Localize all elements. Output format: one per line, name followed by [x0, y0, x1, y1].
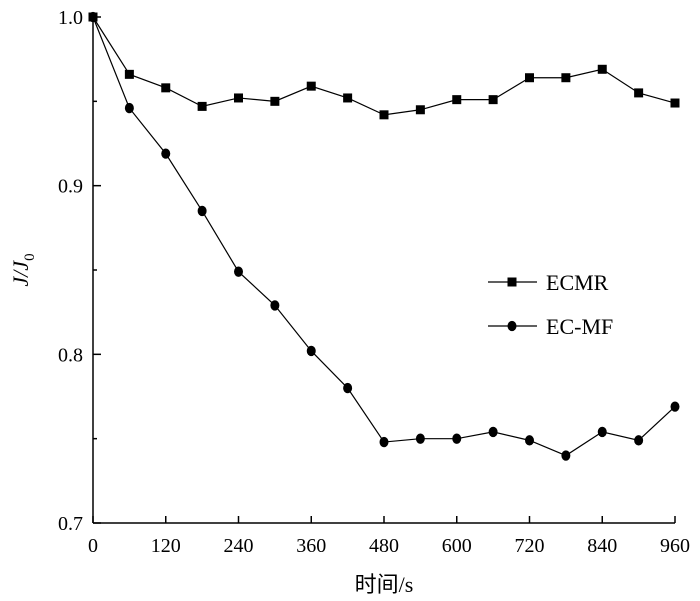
y-axis-title-main: J/J [8, 260, 33, 287]
x-tick-label: 0 [88, 535, 98, 557]
y-tick-label: 1.0 [58, 7, 83, 29]
square-marker [270, 96, 280, 106]
square-marker [525, 73, 534, 83]
circle-marker [88, 11, 98, 23]
x-tick-label: 240 [224, 535, 254, 557]
circle-marker [197, 205, 207, 217]
legend-label: EC-MF [546, 314, 613, 339]
series-ecmr [88, 12, 680, 120]
square-marker [670, 98, 680, 108]
legend-entry-ec-mf: EC-MF [488, 314, 613, 339]
circle-marker [234, 266, 243, 277]
y-axis-title-subscript: 0 [22, 253, 38, 261]
circle-marker [488, 426, 498, 438]
y-tick-label: 0.8 [58, 344, 83, 366]
x-ticks: 0 120 240 360 480 600 720 840 960 [88, 516, 690, 557]
x-tick-label: 360 [296, 535, 326, 557]
y-tick-label: 0.9 [58, 176, 83, 198]
x-tick-label: 600 [442, 535, 472, 557]
x-tick-label: 480 [369, 535, 399, 557]
series-ec-mf [88, 11, 680, 461]
square-marker [561, 73, 571, 83]
x-tick-label: 720 [515, 535, 545, 557]
square-marker [452, 95, 462, 105]
circle-marker [379, 436, 389, 448]
circle-marker [415, 433, 425, 444]
circle-marker [597, 426, 607, 438]
x-tick-label: 960 [660, 535, 690, 557]
circle-marker [525, 435, 534, 446]
circle-marker [343, 382, 353, 394]
circle-marker [306, 345, 316, 357]
square-marker [306, 81, 316, 91]
legend: ECMR EC-MF [488, 270, 613, 339]
circle-marker [124, 102, 134, 114]
square-marker [415, 105, 425, 115]
x-axis-title: 时间/s [355, 572, 414, 597]
square-marker [343, 93, 353, 103]
square-marker [161, 83, 171, 93]
square-marker [234, 93, 243, 103]
square-marker [597, 64, 607, 74]
circle-marker [561, 450, 571, 461]
circle-marker [161, 148, 171, 159]
square-marker [634, 88, 644, 98]
square-marker [197, 101, 207, 111]
series-line [92, 16, 676, 457]
square-marker [507, 277, 517, 287]
square-marker [488, 95, 498, 105]
series-layer [88, 11, 680, 461]
circle-marker [634, 435, 644, 446]
legend-entry-ecmr: ECMR [488, 270, 609, 295]
x-tick-label: 840 [587, 535, 617, 557]
circle-marker [507, 320, 517, 332]
square-marker [124, 69, 134, 79]
y-tick-label: 0.7 [58, 513, 83, 535]
y-ticks: 0.7 0.8 0.9 1.0 [58, 7, 101, 535]
y-axis-title: J/J0 [8, 253, 38, 286]
square-marker [379, 110, 389, 120]
series-line [92, 16, 676, 116]
circle-marker [670, 401, 680, 412]
legend-label: ECMR [546, 270, 609, 295]
circle-marker [270, 300, 280, 311]
x-tick-label: 120 [151, 535, 181, 557]
circle-marker [452, 433, 462, 444]
